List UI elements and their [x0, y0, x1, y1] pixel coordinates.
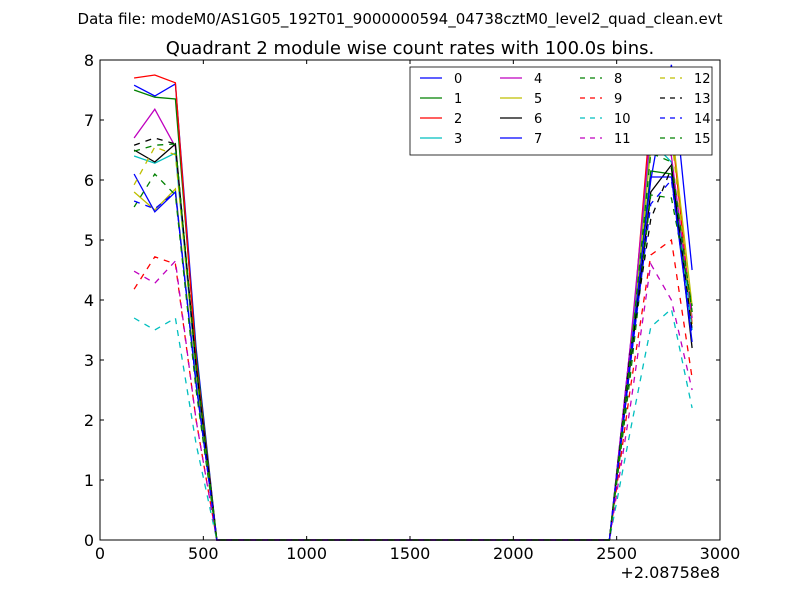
x-tick-label: 2000 — [493, 544, 534, 563]
legend-label-0: 0 — [454, 72, 462, 87]
legend-label-3: 3 — [454, 132, 462, 147]
x-tick-label: 1500 — [390, 544, 431, 563]
y-tick-label: 0 — [84, 531, 94, 550]
y-tick-label: 6 — [84, 171, 94, 190]
x-axis-offset-label: +2.08758e8 — [620, 563, 720, 582]
legend-label-9: 9 — [614, 92, 622, 107]
x-tick-label: 2500 — [596, 544, 637, 563]
y-tick-label: 3 — [84, 351, 94, 370]
y-tick-label: 2 — [84, 411, 94, 430]
legend-label-15: 15 — [694, 132, 711, 147]
y-tick-label: 1 — [84, 471, 94, 490]
y-tick-label: 8 — [84, 51, 94, 70]
legend-label-1: 1 — [454, 92, 462, 107]
legend-label-5: 5 — [534, 92, 542, 107]
legend-label-13: 13 — [694, 92, 711, 107]
legend-label-4: 4 — [534, 72, 542, 87]
legend-label-11: 11 — [614, 132, 631, 147]
legend-label-12: 12 — [694, 72, 711, 87]
chart-title: Quadrant 2 module wise count rates with … — [166, 38, 655, 59]
y-tick-label: 7 — [84, 111, 94, 130]
legend-label-14: 14 — [694, 112, 711, 127]
legend-box — [409, 66, 713, 156]
y-tick-label: 5 — [84, 231, 94, 250]
y-tick-label: 4 — [84, 291, 94, 310]
legend-label-2: 2 — [454, 112, 462, 127]
legend-label-7: 7 — [534, 132, 542, 147]
legend-label-8: 8 — [614, 72, 622, 87]
figure-suptitle: Data file: modeM0/AS1G05_192T01_90000005… — [78, 10, 723, 29]
series-line-9 — [133, 238, 693, 541]
legend-label-6: 6 — [534, 112, 542, 127]
legend-label-10: 10 — [614, 112, 631, 127]
x-tick-label: 1000 — [286, 544, 327, 563]
x-tick-label: 3000 — [700, 544, 741, 563]
x-tick-label: 0 — [95, 544, 105, 563]
x-tick-label: 500 — [188, 544, 219, 563]
